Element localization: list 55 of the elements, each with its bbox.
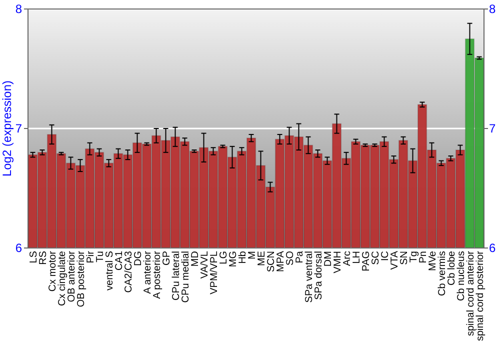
x-tick-label: PAG: [360, 250, 372, 272]
x-tick-label: Pn: [418, 251, 429, 264]
x-tick-label: VMH: [332, 251, 344, 274]
x-tick-label: Cb nucleus: [456, 251, 467, 302]
x-tick-label: Tu: [94, 251, 106, 262]
y2-tick-label: 7: [489, 122, 496, 136]
x-tick-label: VTA: [389, 250, 400, 270]
x-tick-label: Arc: [342, 251, 353, 266]
x-tick-label: SN: [398, 251, 410, 265]
y2-tick-label: 6: [489, 241, 496, 256]
x-tick-label: SC: [370, 251, 382, 265]
x-tick-label: LH: [351, 251, 362, 264]
x-tick-label: MD: [190, 251, 201, 267]
x-tick-label: IC: [380, 251, 391, 261]
x-tick-label: DM: [322, 251, 334, 267]
x-tick-label: OB anterior: [66, 250, 78, 302]
x-tick-label: Tg: [408, 251, 420, 263]
y-axis-title: Log2 (expression): [0, 80, 14, 177]
x-tick-label: Hb: [237, 250, 248, 264]
x-tick-label: M: [246, 251, 258, 260]
x-tick-label: Cb lobe: [446, 250, 458, 286]
x-tick-label: ventral S: [104, 250, 116, 290]
y2-tick-label: 8: [489, 2, 496, 16]
x-tick-label: spinal cord posterior: [474, 250, 486, 342]
x-tick-label: CPu medial: [180, 251, 192, 303]
x-tick-label: spinal cord anterior: [465, 250, 476, 336]
x-tick-label: Cx motor: [47, 250, 58, 292]
x-tick-label: CA1: [114, 250, 125, 270]
x-tick-label: MG: [228, 250, 239, 268]
x-tick-label: MVe: [427, 250, 438, 272]
x-tick-label: DG: [132, 250, 144, 266]
x-tick-label: CA2/CA3: [123, 250, 134, 293]
x-tick-label: Pir: [85, 250, 96, 264]
x-tick-label: Pa: [294, 250, 306, 264]
x-tick-label: SO: [284, 250, 296, 266]
x-tick-label: RS: [38, 250, 49, 265]
x-tick-label: SCN: [266, 251, 277, 272]
x-tick-label: OB posterior: [76, 250, 87, 308]
y-tick-label: 6: [15, 241, 22, 256]
y-tick-label: 7: [15, 122, 22, 136]
x-tick-label: LS: [28, 250, 40, 264]
x-tick-label: VA/VL: [199, 250, 210, 279]
x-tick-label: CPu lateral: [170, 251, 182, 300]
x-tick-label: MPA: [275, 250, 286, 272]
x-tick-label: ME: [256, 250, 268, 266]
x-tick-label: LG: [218, 250, 230, 264]
x-tick-label: Cb vermis: [436, 251, 448, 296]
x-tick-label: VPM/VPL: [208, 250, 220, 294]
x-tick-label: Cx cingulate: [56, 250, 68, 306]
x-tick-label: GP: [161, 250, 172, 266]
y-tick-label: 8: [15, 2, 22, 16]
x-tick-label: A posterior: [152, 250, 163, 299]
x-tick-label: SPa dorsal: [313, 251, 324, 300]
x-tick-label: SPa ventral: [304, 251, 315, 303]
x-tick-label: A anterior: [142, 250, 154, 294]
